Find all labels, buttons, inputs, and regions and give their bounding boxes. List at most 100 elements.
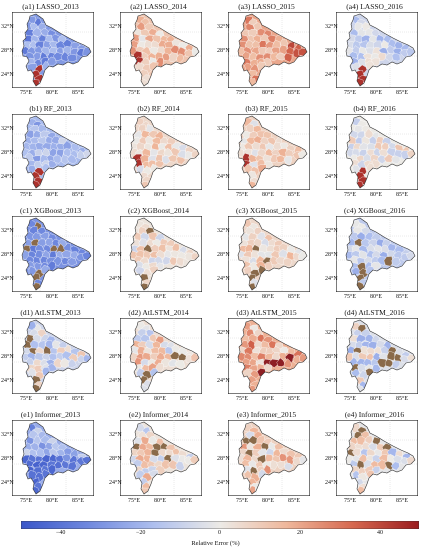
y-tick-label: 32°N — [217, 330, 230, 336]
district-cell — [68, 358, 77, 368]
y-tick-label: 24°N — [217, 276, 230, 282]
choropleth-map — [120, 318, 202, 394]
y-tick-label: 32°N — [1, 330, 14, 336]
panel-title: (a4) LASSO_2016 — [346, 2, 403, 11]
x-tick-label: 80°E — [370, 90, 383, 96]
district-cell — [61, 453, 72, 463]
district-cell — [383, 153, 395, 163]
district-cell — [134, 266, 145, 276]
y-tick-label: 24°N — [1, 480, 14, 486]
y-tick-label: 32°N — [325, 330, 338, 336]
y-tick-label: 28°N — [1, 252, 14, 258]
map-panel: (e4) Informer_2016 32°N 28°N 24°N 75°E 80°E 85… — [325, 410, 423, 508]
panel-title: (d1) AtLSTM_2013 — [20, 308, 81, 317]
district-cell — [26, 436, 34, 446]
x-tick-label: 75°E — [344, 90, 357, 96]
district-cell — [284, 52, 293, 63]
district-cell — [135, 165, 145, 174]
y-tick-label: 28°N — [217, 354, 230, 360]
y-tick-label: 24°N — [1, 72, 14, 78]
y-tick-label: 32°N — [1, 432, 14, 438]
choropleth-map — [336, 216, 418, 292]
y-tick-label: 32°N — [325, 126, 338, 132]
district-cell — [243, 266, 252, 275]
district-cell — [284, 462, 294, 471]
y-tick-label: 24°N — [109, 72, 122, 78]
district-cell — [66, 154, 78, 164]
district-cell — [376, 256, 387, 266]
choropleth-map — [228, 12, 310, 88]
y-tick-label: 28°N — [1, 150, 14, 156]
choropleth-map — [336, 12, 418, 88]
choropleth-map — [228, 216, 310, 292]
y-tick-label: 32°N — [109, 126, 122, 132]
district-cell — [41, 454, 51, 463]
district-cell — [136, 141, 145, 152]
district-cell — [263, 464, 272, 475]
region-outline — [345, 217, 416, 291]
x-tick-label: 75°E — [20, 90, 33, 96]
y-tick-label: 32°N — [325, 24, 338, 30]
map-panel: (e2) Informer_2014 32°N 28°N 24°N 75°E 80°E 85… — [109, 410, 207, 508]
map-panel: (c2) XGBoost_2014 32°N 28°N 24°N 75°E 80°E 85°… — [109, 206, 207, 304]
x-tick-label: 75°E — [128, 498, 141, 504]
map-panel: (e3) Informer_2015 32°N 28°N 24°N 75°E 80°E 85… — [217, 410, 315, 508]
district-cell — [46, 56, 57, 66]
district-cell — [391, 155, 401, 164]
y-tick-label: 28°N — [325, 150, 338, 156]
panel-title: (c2) XGBoost_2014 — [127, 206, 190, 215]
district-cell — [269, 52, 280, 62]
district-cell — [76, 354, 85, 363]
district-cell — [276, 357, 286, 367]
x-tick-label: 75°E — [344, 192, 357, 198]
map-panel: (a4) LASSO_2016 32°N 28°N 24°N 75°E 80°E 85°E — [325, 2, 423, 100]
y-tick-label: 24°N — [217, 480, 230, 486]
x-tick-label: 80°E — [370, 192, 383, 198]
district-cell — [47, 362, 58, 372]
choropleth-map — [120, 420, 202, 496]
x-tick-label: 80°E — [370, 498, 383, 504]
choropleth-map — [120, 114, 202, 190]
y-tick-label: 32°N — [325, 432, 338, 438]
x-tick-label: 85°E — [288, 192, 301, 198]
x-tick-label: 85°E — [180, 294, 193, 300]
district-cell — [265, 142, 274, 152]
district-cell — [276, 155, 286, 163]
district-cell — [40, 27, 50, 36]
y-tick-label: 32°N — [217, 228, 230, 234]
district-cell — [364, 128, 374, 139]
district-cell — [377, 154, 387, 164]
map-panel: (a3) LASSO_2015 32°N 28°N 24°N 75°E 80°E 85°E — [217, 2, 315, 100]
x-tick-label: 75°E — [344, 396, 357, 402]
x-tick-label: 75°E — [236, 396, 249, 402]
district-cell — [277, 148, 288, 157]
map-panel: (c1) XGBoost_2013 32°N 28°N 24°N 75°E 80°E 85°… — [1, 206, 99, 304]
choropleth-map — [336, 318, 418, 394]
colorbar-tick-4: 40 — [377, 530, 383, 536]
y-tick-label: 24°N — [325, 276, 338, 282]
x-tick-label: 85°E — [396, 294, 409, 300]
panel-title: (b3) RF_2015 — [245, 104, 288, 113]
x-tick-label: 80°E — [262, 396, 275, 402]
district-cell — [245, 123, 256, 133]
x-tick-label: 80°E — [154, 192, 167, 198]
district-cell — [167, 154, 178, 163]
choropleth-map — [228, 114, 310, 190]
panel-title: (b4) RF_2016 — [353, 104, 396, 113]
panel-title: (d2) AtLSTM_2014 — [128, 308, 189, 317]
panel-title: (c3) XGBoost_2015 — [235, 206, 298, 215]
y-tick-label: 28°N — [325, 48, 338, 54]
x-tick-label: 75°E — [344, 498, 357, 504]
x-tick-label: 75°E — [236, 498, 249, 504]
panel-title: (b1) RF_2013 — [29, 104, 72, 113]
y-tick-label: 28°N — [109, 48, 122, 54]
map-panel: (d3) AtLSTM_2015 32°N 28°N 24°N 75°E 80°E 85°E — [217, 308, 315, 406]
x-tick-label: 80°E — [154, 498, 167, 504]
x-tick-label: 80°E — [262, 498, 275, 504]
district-cell — [385, 53, 394, 63]
x-tick-label: 80°E — [46, 90, 59, 96]
region-outline — [21, 319, 92, 393]
map-panel: (d2) AtLSTM_2014 32°N 28°N 24°N 75°E 80°E 85°E — [109, 308, 207, 406]
choropleth-map — [228, 318, 310, 394]
district-cell — [386, 350, 396, 361]
